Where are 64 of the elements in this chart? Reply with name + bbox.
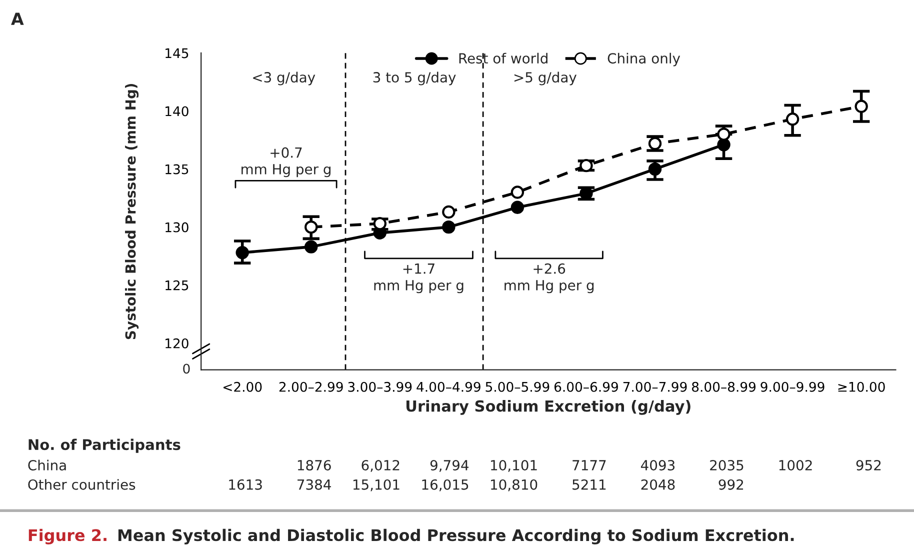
- point: [648, 162, 662, 176]
- point: [854, 100, 868, 113]
- text: 9,794: [430, 460, 469, 472]
- point: [236, 246, 249, 260]
- text: 1876: [298, 460, 331, 470]
- text: 7384: [298, 479, 331, 490]
- point: [510, 200, 524, 214]
- legend-label: China only: [608, 52, 680, 66]
- text: No. of Participants: [28, 438, 180, 453]
- text: 952: [856, 460, 881, 470]
- point: [580, 158, 593, 172]
- x-tick-label: 4.00–4.99: [416, 382, 480, 392]
- text: 992: [718, 479, 744, 490]
- text: 5211: [572, 479, 606, 490]
- x-tick-label: 5.00–5.99: [486, 382, 550, 392]
- x-tick-label: 8.00–8.99: [692, 382, 756, 392]
- y-tick-label: 145: [166, 48, 188, 58]
- annotation: +1.7 mm Hg per g: [374, 264, 464, 294]
- y-axis-title: Systolic Blood Pressure (mm Hg): [125, 84, 139, 340]
- x-tick-label: 9.00–9.99: [760, 382, 824, 392]
- annotation: +2.6 mm Hg per g: [504, 263, 594, 294]
- point: [510, 186, 524, 199]
- annotation: <3 g/day: [253, 72, 316, 86]
- caption: Figure 2.: [28, 528, 106, 544]
- y-tick-label: 120: [166, 338, 188, 348]
- y-tick-label: 130: [166, 222, 188, 232]
- point: [442, 220, 456, 234]
- annotation: >5 g/day: [514, 72, 577, 86]
- point: [648, 136, 662, 150]
- point: [442, 205, 456, 219]
- text: 2048: [641, 479, 675, 490]
- text: 0: [183, 364, 190, 374]
- x-tick-label: ≥10.00: [838, 382, 885, 392]
- point: [373, 217, 386, 230]
- x-tick-label: 6.00–6.99: [554, 382, 618, 392]
- x-axis-title: Urinary Sodium Excretion (g/day): [406, 400, 690, 415]
- text: 2035: [710, 460, 744, 470]
- x-tick-label: 2.00–2.99: [279, 382, 343, 392]
- text: China: [28, 460, 66, 470]
- y-tick-label: 135: [166, 164, 188, 174]
- text: 15,101: [353, 479, 400, 492]
- text: 6,012: [362, 460, 400, 472]
- text: 16,015: [422, 479, 468, 492]
- annotation: 3 to 5 g/day: [373, 72, 456, 86]
- text: 1002: [779, 460, 812, 470]
- text: 1613: [229, 479, 262, 490]
- legend-label: Rest of world: [459, 52, 548, 64]
- text: 10,810: [491, 479, 538, 492]
- point: [786, 112, 800, 126]
- text: 7177: [572, 460, 606, 470]
- point: [304, 220, 318, 234]
- x-tick-label: 7.00–7.99: [623, 382, 687, 392]
- text: 4093: [640, 460, 675, 470]
- x-tick-label: 3.00–3.99: [348, 382, 412, 392]
- y-tick-label: 125: [166, 280, 188, 290]
- x-tick-label: <2.00: [224, 382, 262, 392]
- point: [304, 240, 318, 254]
- annotation: +0.7 mm Hg per g: [242, 147, 330, 178]
- text: A: [11, 12, 24, 25]
- text: 10,101: [491, 460, 537, 472]
- point: [717, 138, 730, 152]
- text: Mean Systolic and Diastolic Blood Pressure According to Sodium Excretion.: [118, 528, 794, 544]
- text: Other countries: [28, 479, 136, 490]
- y-tick-label: 140: [166, 106, 188, 116]
